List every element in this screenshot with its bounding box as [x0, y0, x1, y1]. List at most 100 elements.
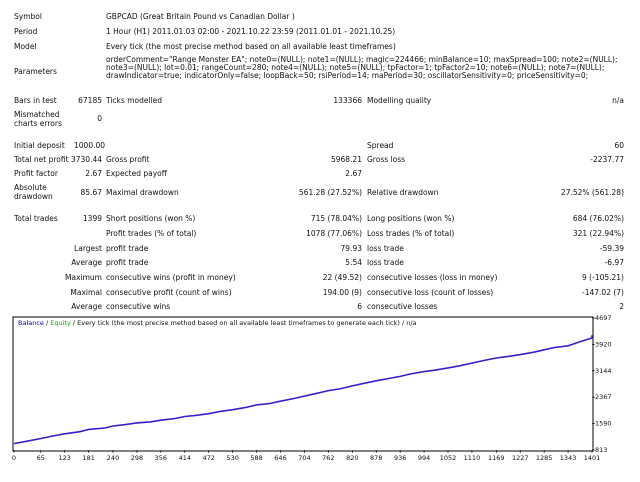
profit-trades-label: Profit trades (% of total): [106, 229, 197, 238]
loss-trades-label: Loss trades (% of total): [367, 229, 455, 238]
x-tick-label: 530: [226, 454, 238, 462]
y-tick-label: 1590: [595, 420, 612, 428]
x-tick-label: 65: [37, 454, 45, 462]
avg-cons-wins-value: 6: [357, 302, 362, 311]
y-tick-label: 3920: [595, 340, 612, 348]
x-tick-label: 1110: [464, 454, 481, 462]
quality-label: Modelling quality: [367, 96, 432, 105]
symbol-label: Symbol: [14, 12, 42, 21]
spread-value: 60: [614, 141, 624, 150]
maximal-loss-value: -147.02 (7): [582, 288, 624, 297]
largest-profit-label: profit trade: [106, 244, 149, 253]
maximal-profit-label: consecutive profit (count of wins): [106, 288, 232, 297]
legend-balance: Balance: [18, 319, 44, 327]
avg-cons-losses-label: consecutive losses: [367, 302, 438, 311]
average-loss-label: loss trade: [367, 258, 404, 267]
y-tick-label: 2367: [595, 393, 612, 401]
initial-deposit-value: 1000.00: [74, 141, 106, 150]
x-tick-label: 936: [394, 454, 406, 462]
avg-cons-losses-value: 2: [619, 302, 624, 311]
gross-profit-label: Gross profit: [106, 155, 150, 164]
x-tick-label: 1401: [584, 454, 601, 462]
profit-factor-label: Profit factor: [14, 169, 58, 178]
chart-frame: [12, 316, 594, 452]
model-value: Every tick (the most precise method base…: [106, 42, 396, 51]
balance-chart-svg: Balance / Equity / Every tick (the most …: [12, 314, 612, 462]
profit-factor-value: 2.67: [85, 169, 102, 178]
max-drawdown-label: Maximal drawdown: [106, 188, 179, 197]
avg-cons-wins-label: consecutive wins: [106, 302, 171, 311]
largest-loss-value: -59.39: [599, 244, 624, 253]
balance-chart: Balance / Equity / Every tick (the most …: [0, 314, 640, 480]
max-cons-losses-value: 9 (-105.21): [582, 273, 624, 282]
maximal-label: Maximal: [70, 288, 102, 297]
period-label: Period: [14, 27, 38, 36]
parameters-label: Parameters: [14, 67, 57, 76]
legend-sep: /: [44, 319, 50, 327]
expected-payoff-label: Expected payoff: [106, 169, 167, 178]
maximal-loss-label: consecutive loss (count of losses): [367, 288, 494, 297]
x-tick-label: 1285: [536, 454, 553, 462]
ticks-value: 133366: [333, 96, 362, 105]
loss-trades-value: 321 (22.94%): [572, 229, 624, 238]
average-loss-value: -6.97: [604, 258, 624, 267]
mismatched-value: 0: [97, 114, 102, 123]
max-cons-wins-label: consecutive wins (profit in money): [106, 273, 236, 282]
y-tick-label: 4697: [595, 314, 612, 322]
legend-rest: / Every tick (the most precise method ba…: [71, 319, 417, 327]
total-trades-label: Total trades: [14, 214, 58, 223]
x-tick-label: 472: [203, 454, 215, 462]
legend-equity: Equity: [50, 319, 71, 327]
period-value: 1 Hour (H1) 2011.01.03 02:00 - 2021.10.2…: [106, 27, 396, 36]
net-profit-label: Total net profit: [14, 155, 69, 164]
net-profit-value: 3730.44: [70, 155, 102, 164]
average-profit-value: 5.54: [345, 258, 362, 267]
long-positions-value: 684 (76.02%): [572, 214, 624, 223]
model-label: Model: [14, 42, 37, 51]
x-tick-label: 1343: [560, 454, 577, 462]
chart-legend: Balance / Equity / Every tick (the most …: [18, 319, 417, 327]
largest-profit-value: 79.93: [340, 244, 362, 253]
x-tick-label: 240: [107, 454, 119, 462]
max-drawdown-value: 561.28 (27.52%): [298, 188, 362, 197]
symbol-value: GBPCAD (Great Britain Pound vs Canadian …: [106, 12, 295, 21]
quality-value: n/a: [612, 96, 624, 105]
x-tick-label: 878: [370, 454, 382, 462]
largest-loss-label: loss trade: [367, 244, 404, 253]
x-tick-label: 1052: [440, 454, 457, 462]
ticks-label: Ticks modelled: [106, 96, 163, 105]
average-profit-label: profit trade: [106, 258, 149, 267]
x-tick-label: 646: [274, 454, 286, 462]
maximum-label: Maximum: [65, 273, 102, 282]
gross-profit-value: 5968.21: [330, 155, 362, 164]
abs-drawdown-label: Absolute drawdown: [14, 183, 53, 201]
x-tick-label: 0: [12, 454, 16, 462]
x-tick-label: 414: [179, 454, 191, 462]
x-tick-label: 298: [131, 454, 143, 462]
total-trades-value: 1399: [82, 214, 102, 223]
maximal-profit-value: 194.00 (9): [322, 288, 362, 297]
y-tick-label: 813: [595, 446, 607, 454]
long-positions-label: Long positions (won %): [367, 214, 455, 223]
initial-deposit-label: Initial deposit: [14, 141, 65, 150]
bars-value: 67185: [78, 96, 102, 105]
mismatched-label: Mismatched charts errors: [14, 110, 62, 128]
x-tick-label: 181: [82, 454, 94, 462]
expected-payoff-value: 2.67: [345, 169, 362, 178]
gross-loss-value: -2237.77: [590, 155, 624, 164]
profit-trades-value: 1078 (77.06%): [306, 229, 362, 238]
x-tick-label: 356: [155, 454, 167, 462]
x-tick-label: 123: [59, 454, 71, 462]
rel-drawdown-value: 27.52% (561.28): [560, 188, 624, 197]
parameters-value: orderComment="Range Monster EA"; note0=(…: [106, 55, 618, 81]
x-tick-label: 1169: [488, 454, 505, 462]
x-tick-label: 704: [298, 454, 310, 462]
gross-loss-label: Gross loss: [367, 155, 406, 164]
max-cons-losses-label: consecutive losses (loss in money): [367, 273, 498, 282]
x-tick-label: 588: [250, 454, 262, 462]
x-tick-label: 1227: [512, 454, 529, 462]
x-tick-label: 994: [418, 454, 430, 462]
average2-label: Average: [71, 302, 102, 311]
short-positions-value: 715 (78.04%): [310, 214, 362, 223]
y-tick-label: 3144: [595, 367, 612, 375]
